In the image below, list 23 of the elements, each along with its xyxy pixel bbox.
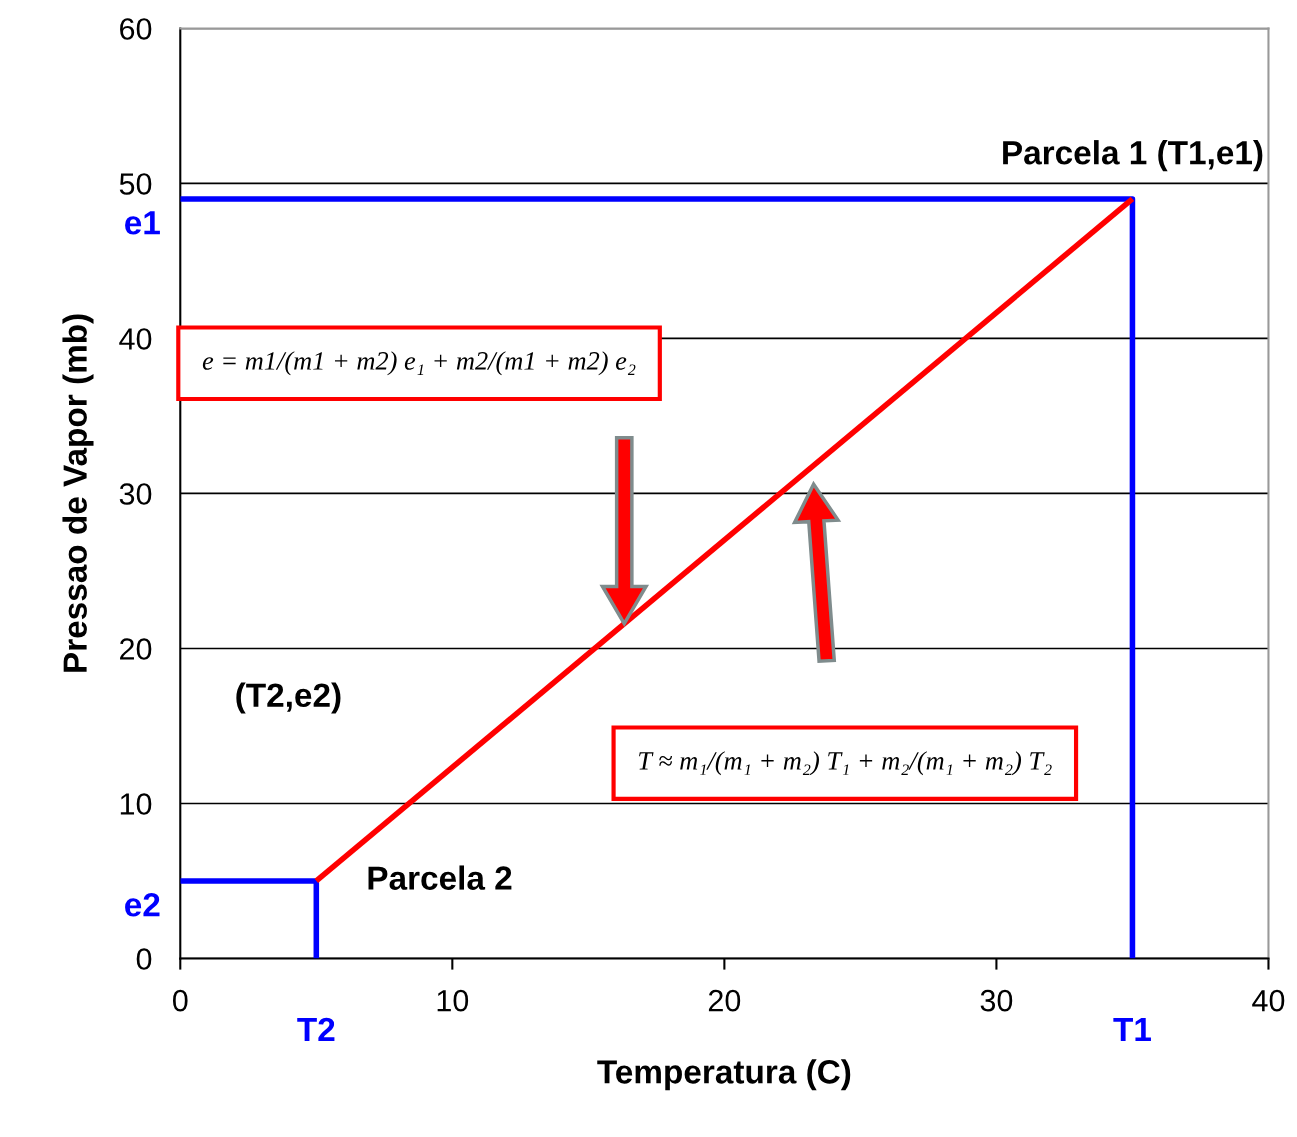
x-axis-title: Temperatura (C) [597,1059,851,1091]
x-tick-label: 40 [1252,989,1285,1012]
x-tick-label: 30 [980,989,1013,1012]
annotation: e1 [125,211,160,235]
annotation: T ≈ m₁/(m₁ + m₂) T₁ + m₂/(m₁ + m₂) T₂ [639,751,1052,776]
y-tick-label: 60 [120,18,152,40]
y-tick-label: 0 [136,948,152,970]
annotation: T1 [1113,1018,1151,1041]
annotation: e2 [125,892,160,917]
y-tick-label: 40 [119,328,152,350]
y-axis-title: Pressao de Vapor (mb) [62,314,94,672]
y-tick-label: 50 [119,173,152,195]
y-tick-label: 20 [120,638,152,660]
y-tick-label: 10 [120,793,152,815]
annotation: T2 [297,1017,335,1041]
annotation: Parcela 2 [368,865,512,890]
x-tick-label: 0 [172,989,188,1012]
x-tick-label: 10 [437,989,469,1012]
x-tick-label: 20 [708,989,741,1012]
annotation: (T2,e2) [236,682,341,714]
annotation: Parcela 1 (T1,e1) [1003,140,1263,172]
annotation: e = m1/(m1 + m2) e₁ + m2/(m1 + m2) e₂ [202,351,636,376]
y-tick-label: 30 [119,483,152,505]
